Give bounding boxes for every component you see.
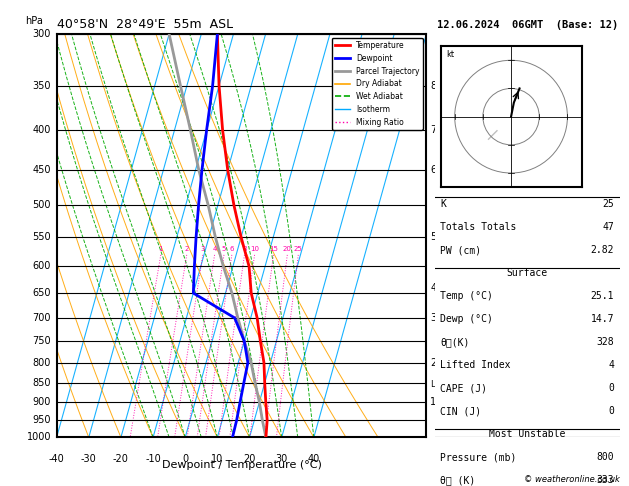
Text: θᴁ(K): θᴁ(K) <box>440 337 470 347</box>
Text: 4: 4 <box>430 283 436 293</box>
Text: 47: 47 <box>603 223 614 232</box>
Text: 4: 4 <box>213 245 217 252</box>
Text: 3: 3 <box>201 245 205 252</box>
Text: 1000: 1000 <box>26 433 51 442</box>
Text: 850: 850 <box>33 378 51 388</box>
Text: ASL: ASL <box>442 66 460 76</box>
Text: -10: -10 <box>145 453 161 464</box>
Text: 20: 20 <box>283 245 292 252</box>
Text: Pressure (mb): Pressure (mb) <box>440 452 516 462</box>
Text: -30: -30 <box>81 453 97 464</box>
Text: 1: 1 <box>159 245 163 252</box>
Text: 6: 6 <box>430 165 436 175</box>
Text: -20: -20 <box>113 453 129 464</box>
Text: 350: 350 <box>33 81 51 91</box>
Text: 0: 0 <box>608 406 614 417</box>
Text: 800: 800 <box>596 452 614 462</box>
Text: 10: 10 <box>211 453 223 464</box>
Text: 950: 950 <box>33 415 51 425</box>
Text: Lifted Index: Lifted Index <box>440 360 511 370</box>
Text: Totals Totals: Totals Totals <box>440 223 516 232</box>
Text: 700: 700 <box>33 313 51 323</box>
Text: 0: 0 <box>608 383 614 393</box>
Text: 30: 30 <box>276 453 288 464</box>
Text: CIN (J): CIN (J) <box>440 406 481 417</box>
Text: CAPE (J): CAPE (J) <box>440 383 487 393</box>
Text: 450: 450 <box>33 165 51 175</box>
Text: 600: 600 <box>33 261 51 271</box>
Text: 40: 40 <box>308 453 320 464</box>
Text: 25.1: 25.1 <box>591 292 614 301</box>
Text: 328: 328 <box>596 337 614 347</box>
Text: hPa: hPa <box>25 16 43 26</box>
Legend: Temperature, Dewpoint, Parcel Trajectory, Dry Adiabat, Wet Adiabat, Isotherm, Mi: Temperature, Dewpoint, Parcel Trajectory… <box>331 38 423 130</box>
Text: 8: 8 <box>242 245 247 252</box>
Text: 40°58'N  28°49'E  55m  ASL: 40°58'N 28°49'E 55m ASL <box>57 18 233 32</box>
Text: 25: 25 <box>603 199 614 209</box>
Text: 8: 8 <box>430 81 436 91</box>
Text: PW (cm): PW (cm) <box>440 245 481 255</box>
Text: 15: 15 <box>269 245 278 252</box>
Text: 800: 800 <box>33 358 51 367</box>
Text: 5: 5 <box>222 245 226 252</box>
X-axis label: Dewpoint / Temperature (°C): Dewpoint / Temperature (°C) <box>162 460 321 469</box>
Text: 7: 7 <box>430 125 437 136</box>
Text: 6: 6 <box>230 245 234 252</box>
Text: 5: 5 <box>430 232 437 242</box>
Text: Surface: Surface <box>506 268 548 278</box>
Text: 20: 20 <box>243 453 256 464</box>
Text: 650: 650 <box>33 288 51 298</box>
Text: Temp (°C): Temp (°C) <box>440 292 493 301</box>
Text: 400: 400 <box>33 125 51 136</box>
Text: LCL: LCL <box>430 381 445 389</box>
Text: 2: 2 <box>430 358 437 367</box>
Text: © weatheronline.co.uk: © weatheronline.co.uk <box>524 474 620 484</box>
Text: K: K <box>440 199 446 209</box>
Text: 900: 900 <box>33 397 51 407</box>
Text: 14.7: 14.7 <box>591 314 614 324</box>
Text: Dewp (°C): Dewp (°C) <box>440 314 493 324</box>
Text: 10: 10 <box>250 245 259 252</box>
Text: -40: -40 <box>48 453 65 464</box>
Text: 550: 550 <box>33 232 51 242</box>
Text: kt: kt <box>446 51 454 59</box>
Text: 0: 0 <box>182 453 188 464</box>
Text: 25: 25 <box>294 245 303 252</box>
Text: 333: 333 <box>596 475 614 486</box>
Text: 300: 300 <box>33 29 51 39</box>
Title: 12.06.2024  06GMT  (Base: 12): 12.06.2024 06GMT (Base: 12) <box>437 20 618 31</box>
Text: 4: 4 <box>608 360 614 370</box>
Text: 2.82: 2.82 <box>591 245 614 255</box>
Text: θᴁ (K): θᴁ (K) <box>440 475 476 486</box>
Text: 750: 750 <box>33 336 51 346</box>
Text: Most Unstable: Most Unstable <box>489 429 565 439</box>
Text: km: km <box>443 42 458 52</box>
Text: 2: 2 <box>184 245 189 252</box>
Text: 500: 500 <box>33 200 51 210</box>
Text: 3: 3 <box>430 313 436 323</box>
Text: Mixing Ratio (g/kg): Mixing Ratio (g/kg) <box>446 196 455 276</box>
Text: 1: 1 <box>430 397 436 407</box>
